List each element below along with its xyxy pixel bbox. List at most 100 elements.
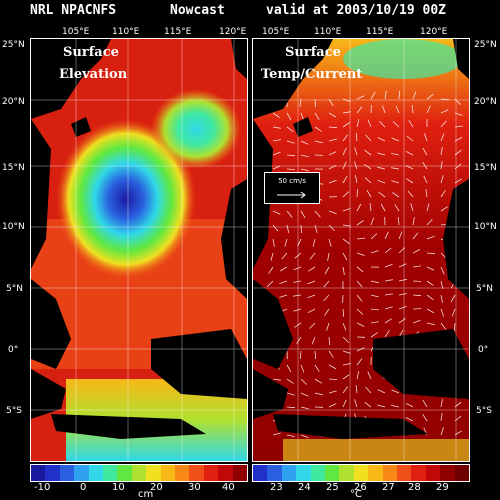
velocity-scale-label: 50 cm/s [278, 177, 306, 185]
current-vector [384, 293, 393, 296]
sumatra-land [31, 369, 66, 419]
current-vector [314, 126, 322, 132]
current-vector [328, 210, 337, 215]
current-vector [422, 161, 428, 170]
current-vector [440, 161, 443, 170]
current-vector [342, 336, 349, 343]
current-vector [450, 294, 456, 303]
current-vector [440, 120, 447, 128]
current-vector [309, 322, 316, 329]
elevation-colorbar-swatch-5 [103, 465, 118, 481]
graticule [31, 39, 247, 461]
current-vector [286, 378, 294, 384]
current-vector [405, 417, 414, 422]
temperature-colorbar-swatch-4 [310, 465, 326, 481]
current-vector [328, 238, 332, 247]
current-vector [286, 224, 290, 233]
current-vector [299, 350, 302, 360]
malaysia-land [253, 279, 293, 369]
current-vector [356, 203, 362, 212]
current-vector [294, 322, 302, 328]
temperature-current-map [253, 39, 469, 461]
current-vector [342, 224, 351, 227]
current-vector [365, 386, 372, 394]
elevation-colorbar-swatch-3 [74, 465, 89, 481]
temperature-cb-label-24: 24 [298, 482, 311, 493]
current-vector [412, 249, 421, 254]
current-vector [328, 350, 334, 358]
current-vector [286, 210, 293, 218]
current-vector [342, 122, 350, 128]
current-vector [377, 152, 386, 156]
current-vector [272, 378, 281, 381]
current-vector [300, 140, 309, 145]
current-vector [300, 154, 309, 158]
temperature-colorbar-swatch-3 [296, 465, 311, 481]
current-vector [412, 217, 415, 226]
lat-tick-15n: 15°N [2, 163, 25, 173]
current-vector [314, 392, 323, 396]
temperature-colorbar-swatch-5 [325, 465, 340, 481]
elevation-colorbar-swatch-2 [59, 465, 75, 481]
current-vector [314, 364, 320, 372]
current-vector [300, 434, 309, 439]
current-vector [440, 280, 444, 289]
elevation-colorbar-swatch-6 [117, 465, 132, 481]
lon-tick-105-right: 105°E [262, 27, 290, 37]
current-vector [440, 175, 444, 184]
current-vector [268, 266, 274, 274]
current-vector [367, 371, 372, 380]
current-vector [426, 280, 434, 286]
current-vector [370, 280, 379, 284]
current-vector [391, 167, 400, 170]
current-vector [300, 168, 309, 171]
current-vector [394, 204, 400, 212]
elevation-cb-label-minus10: -10 [34, 482, 51, 493]
current-vector [279, 280, 288, 284]
current-vector [314, 210, 321, 218]
current-vector [377, 166, 386, 170]
current-vector [296, 336, 302, 344]
current-vector [440, 98, 450, 100]
current-vector [356, 358, 363, 366]
malaysia-land [31, 279, 71, 369]
temperature-colorbar-swatch-6 [339, 465, 354, 481]
current-vector [324, 308, 330, 316]
current-vector [323, 294, 330, 302]
current-vector [314, 224, 318, 233]
current-vector [398, 90, 401, 100]
current-vector [398, 317, 406, 324]
current-vector [411, 105, 414, 114]
lon-tick-120-right: 120°E [420, 27, 448, 37]
current-vector [279, 294, 288, 298]
temperature-unit: °C [350, 489, 362, 500]
current-vector [356, 322, 365, 327]
current-vector [426, 235, 435, 240]
low-elevation-eddy [56, 119, 196, 279]
current-vector [300, 364, 305, 373]
current-vector [356, 237, 365, 240]
elevation-cb-label-30: 30 [188, 482, 201, 493]
lon-tick-110-right: 110°E [314, 27, 342, 37]
current-vector [342, 363, 351, 366]
current-vector [440, 322, 447, 330]
current-vector [412, 319, 421, 324]
velocity-scale-box: 50 cm/s [264, 172, 320, 204]
current-vector [364, 149, 372, 156]
current-vector [406, 135, 414, 142]
current-vector [328, 224, 335, 232]
current-vector [286, 140, 295, 144]
elevation-colorbar-swatch-12 [203, 465, 219, 481]
elevation-colorbar-swatch-9 [160, 465, 176, 481]
elevation-colorbar-swatch-14 [232, 465, 248, 481]
lat-tick-25n: 25°N [2, 40, 25, 50]
current-vector [342, 98, 351, 102]
elevation-title-line2: Elevation [59, 67, 128, 82]
lon-tick-115: 115°E [164, 27, 192, 37]
south-warm-band [283, 439, 469, 461]
current-vector [391, 137, 400, 142]
current-vector [412, 280, 422, 282]
current-vector [300, 210, 306, 219]
current-vector [422, 399, 428, 408]
current-vector [412, 294, 422, 297]
